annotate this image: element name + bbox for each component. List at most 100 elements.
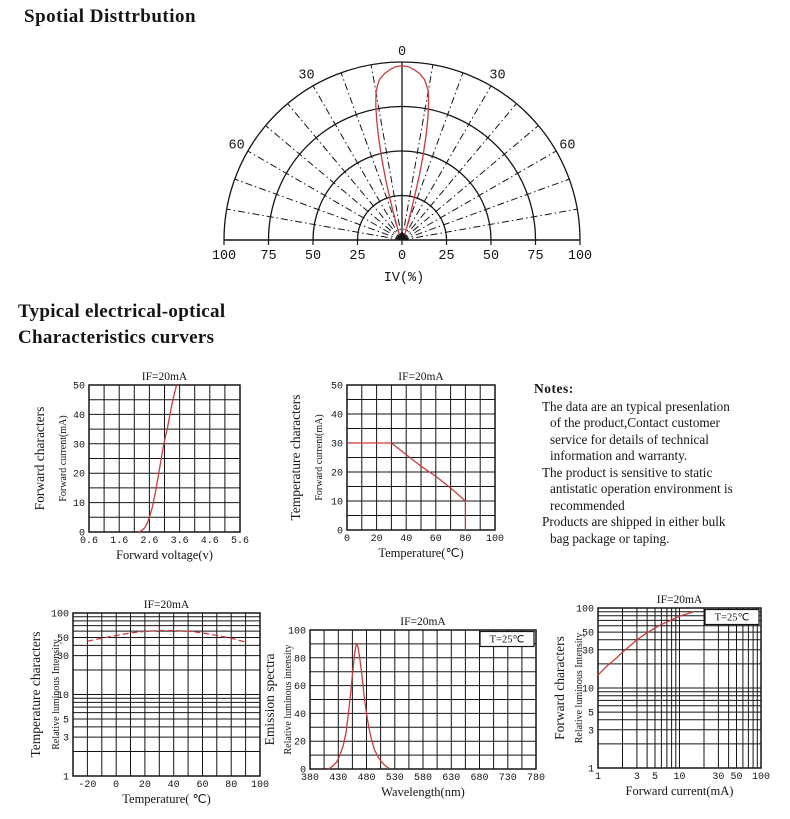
plot-border — [88, 384, 241, 533]
chart-text: 730 — [499, 773, 517, 784]
chart-text: 580 — [414, 773, 432, 784]
notes-panel: Notes: The data are an typical presenlat… — [534, 381, 790, 547]
grid — [597, 607, 762, 769]
chart-text: 10 — [331, 498, 343, 509]
chart-text: IF=20mA — [144, 599, 190, 611]
chart-text: 60 — [430, 534, 442, 545]
chart-text: 0 — [398, 45, 406, 60]
chart-text: 10 — [582, 685, 594, 696]
chart-text: 100 — [486, 534, 504, 545]
chart-text: 25 — [438, 249, 454, 264]
notes-heading: Notes: — [534, 381, 574, 396]
note-line: Products are shipped in either bulk — [542, 514, 726, 529]
intensity-vs-current-plot: IF=20mA 1 3 5 10 30 50 100 1 3 5 10 30 50 100 T=25℃ Forw… — [552, 594, 770, 798]
note-line: service for details of technical — [550, 431, 709, 447]
chart-text: 60 — [559, 139, 575, 154]
data-curve — [87, 629, 246, 643]
chart-text: 0 — [79, 529, 85, 540]
data-curve — [328, 642, 390, 770]
chart-text: 0 — [113, 780, 119, 791]
spatial-distribution-plot: 100 75 50 25 0 25 50 75 100 0 30 30 60 60 IV(%) — [212, 45, 592, 286]
chart-text: 530 — [386, 773, 404, 784]
chart-text: 20 — [139, 780, 151, 791]
chart-text: 60 — [294, 682, 306, 693]
chart-text: 1 — [63, 773, 69, 784]
grid — [309, 629, 537, 770]
plot-border — [309, 629, 537, 770]
chart-text: 30 — [73, 440, 85, 451]
chart-text: 20 — [73, 470, 85, 481]
chart-text: 20 — [371, 534, 383, 545]
chart-text: Forward current(mA) — [58, 415, 69, 501]
note-line: bag package or taping. — [550, 530, 670, 546]
chart-text: 100 — [576, 605, 594, 616]
chart-text: 30 — [331, 440, 343, 451]
data-curve — [597, 611, 695, 676]
baseline-ticks — [223, 240, 581, 245]
chart-text: 0.6 — [80, 536, 98, 547]
chart-text: 40 — [168, 780, 180, 791]
chart-text: IF=20mA — [398, 371, 444, 383]
intensity-temperature-chart: IF=20mA -20 0 20 40 60 80 100 1 3 5 10 30 50 100 Temper… — [25, 588, 277, 819]
chart-text: IF=20mA — [400, 616, 446, 628]
chart-text: Temperature characters — [28, 631, 43, 757]
section-title-line2: Characteristics curvers — [18, 327, 215, 348]
chart-text: 0 — [344, 534, 350, 545]
chart-text: 2.6 — [140, 536, 158, 547]
chart-text: 100 — [212, 249, 236, 264]
chart-text: 100 — [752, 772, 770, 783]
chart-text: 630 — [442, 773, 460, 784]
chart-text: 30 — [489, 69, 505, 84]
chart-text: 80 — [459, 534, 471, 545]
grid — [346, 384, 496, 531]
chart-text: 75 — [527, 249, 543, 264]
emission-spectra-plot: IF=20mA 380 430 480 530 580 630 680 730 780 0 20 40 6… — [262, 616, 545, 799]
intensity-current-chart: IF=20mA 1 3 5 10 30 50 100 1 3 5 10 30 50 100 T=25℃ Forw… — [552, 583, 790, 819]
chart-text: 3.6 — [171, 536, 189, 547]
chart-text: 0 — [398, 249, 406, 264]
chart-text: IF=20mA — [142, 371, 188, 383]
temperature-derating-chart: IF=20mA 0 20 40 60 80 100 0 10 20 30 40 50 Temperatur… — [285, 368, 525, 575]
note-line: The data are an typical presenlation — [542, 398, 730, 414]
chart-text: Temperature characters — [288, 394, 303, 520]
chart-text: 10 — [57, 691, 69, 702]
chart-text: T=25℃ — [490, 635, 525, 646]
chart-text: 50 — [57, 634, 69, 645]
chart-text: 50 — [331, 382, 343, 393]
chart-text: IF=20mA — [657, 594, 703, 606]
chart-text: 10 — [673, 772, 685, 783]
chart-text: Forward current(mA) — [626, 784, 734, 798]
chart-text: 780 — [527, 773, 545, 784]
chart-text: Relative luminous intensity — [283, 645, 294, 755]
intensity-vs-temperature-plot: IF=20mA -20 0 20 40 60 80 100 1 3 5 10 30 50 100 Temper… — [28, 599, 269, 806]
section-title: Typical electrical-optical Characteristi… — [18, 299, 225, 351]
chart-text: 60 — [228, 139, 244, 154]
note-line: information and warranty. — [550, 448, 688, 463]
plot-border — [72, 612, 261, 777]
chart-text: 0 — [337, 527, 343, 538]
chart-text: Temperature(℃) — [378, 546, 463, 560]
chart-text: 380 — [301, 773, 319, 784]
chart-text: 25 — [349, 249, 365, 264]
chart-text: Temperature( ℃) — [122, 792, 210, 806]
chart-text: Forward current(mA) — [314, 414, 325, 500]
radiation-lobe-curve — [375, 64, 430, 241]
chart-text: 0 — [300, 766, 306, 777]
note-line: antistatic operation environment is — [550, 481, 733, 496]
chart-text: 30 — [712, 772, 724, 783]
chart-text: 1 — [595, 772, 601, 783]
chart-text: 100 — [51, 610, 69, 621]
chart-text: 75 — [260, 249, 276, 264]
chart-text: 40 — [294, 710, 306, 721]
chart-text: Emission spectra — [262, 654, 277, 746]
chart-text: 3 — [63, 734, 69, 745]
chart-text: 100 — [288, 627, 306, 638]
grid — [88, 384, 241, 533]
chart-text: -20 — [78, 780, 96, 791]
notes-lines: The data are an typical presenlation of t… — [534, 399, 790, 548]
emission-spectra-chart: IF=20mA 380 430 480 530 580 630 680 730 780 0 20 40 6… — [262, 588, 549, 819]
chart-text: 100 — [568, 249, 592, 264]
note-line: recommended — [550, 497, 625, 513]
chart-text: 50 — [730, 772, 742, 783]
